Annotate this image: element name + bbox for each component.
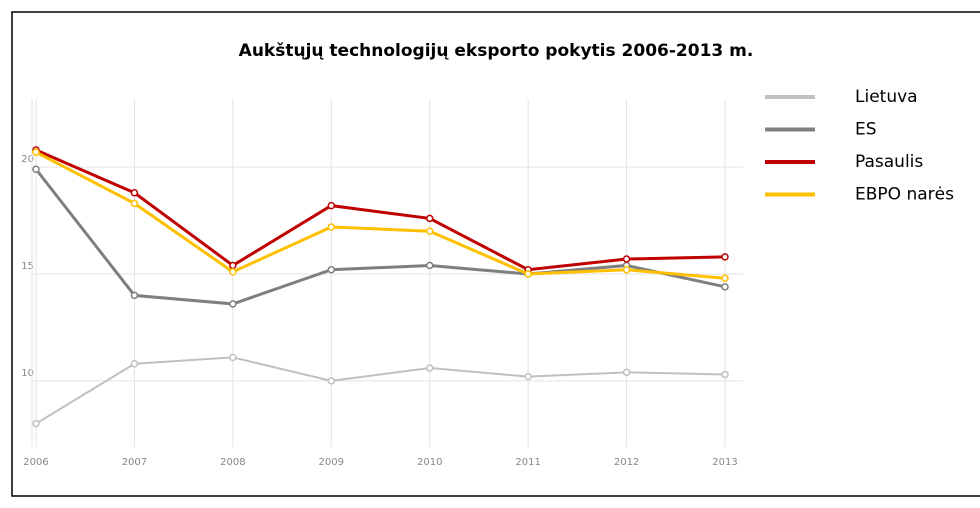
point xyxy=(524,372,532,381)
point xyxy=(229,300,237,308)
point xyxy=(229,268,237,276)
legend-label: ES xyxy=(855,120,877,140)
x-tick-label: 2007 xyxy=(122,457,147,468)
point xyxy=(32,165,40,174)
y-tick-label: 15 xyxy=(21,261,34,272)
x-tick-label: 2010 xyxy=(417,457,442,468)
legend-label: Pasaulis xyxy=(855,152,923,172)
legend-label: EBPO narės xyxy=(855,185,954,205)
series-line xyxy=(35,356,726,425)
point xyxy=(425,227,434,235)
chart-title: Aukštųjų technologijų eksporto pokytis 2… xyxy=(239,41,754,61)
x-tick-label: 2008 xyxy=(220,457,245,468)
series-line xyxy=(35,150,726,280)
point xyxy=(229,353,237,362)
x-tick-label: 2006 xyxy=(23,457,48,468)
point xyxy=(425,214,434,223)
frame xyxy=(11,11,980,497)
x-tick-label: 2012 xyxy=(614,457,639,468)
legend-label: Lietuva xyxy=(855,87,918,107)
point xyxy=(425,364,434,372)
point xyxy=(229,261,237,270)
point xyxy=(425,261,434,270)
point xyxy=(32,148,40,156)
point xyxy=(524,270,532,278)
point xyxy=(622,255,631,263)
point xyxy=(130,360,139,368)
y-tick-label: 10 xyxy=(21,368,34,379)
point xyxy=(721,274,729,283)
x-tick-label: 2011 xyxy=(515,457,540,468)
point xyxy=(327,265,336,274)
y-tick-label: 20 xyxy=(21,154,34,165)
x-tick-label: 2013 xyxy=(712,457,737,468)
point xyxy=(721,253,729,261)
point xyxy=(130,199,139,208)
point xyxy=(32,419,40,428)
point xyxy=(721,283,729,291)
point xyxy=(327,377,336,385)
point xyxy=(721,370,729,379)
point xyxy=(327,201,336,210)
series-line xyxy=(34,168,726,306)
x-tick-label: 2009 xyxy=(319,457,344,468)
point xyxy=(130,189,139,197)
point xyxy=(622,368,631,377)
point xyxy=(327,223,336,231)
point xyxy=(622,265,631,274)
point xyxy=(130,291,139,300)
series-line xyxy=(35,148,726,272)
